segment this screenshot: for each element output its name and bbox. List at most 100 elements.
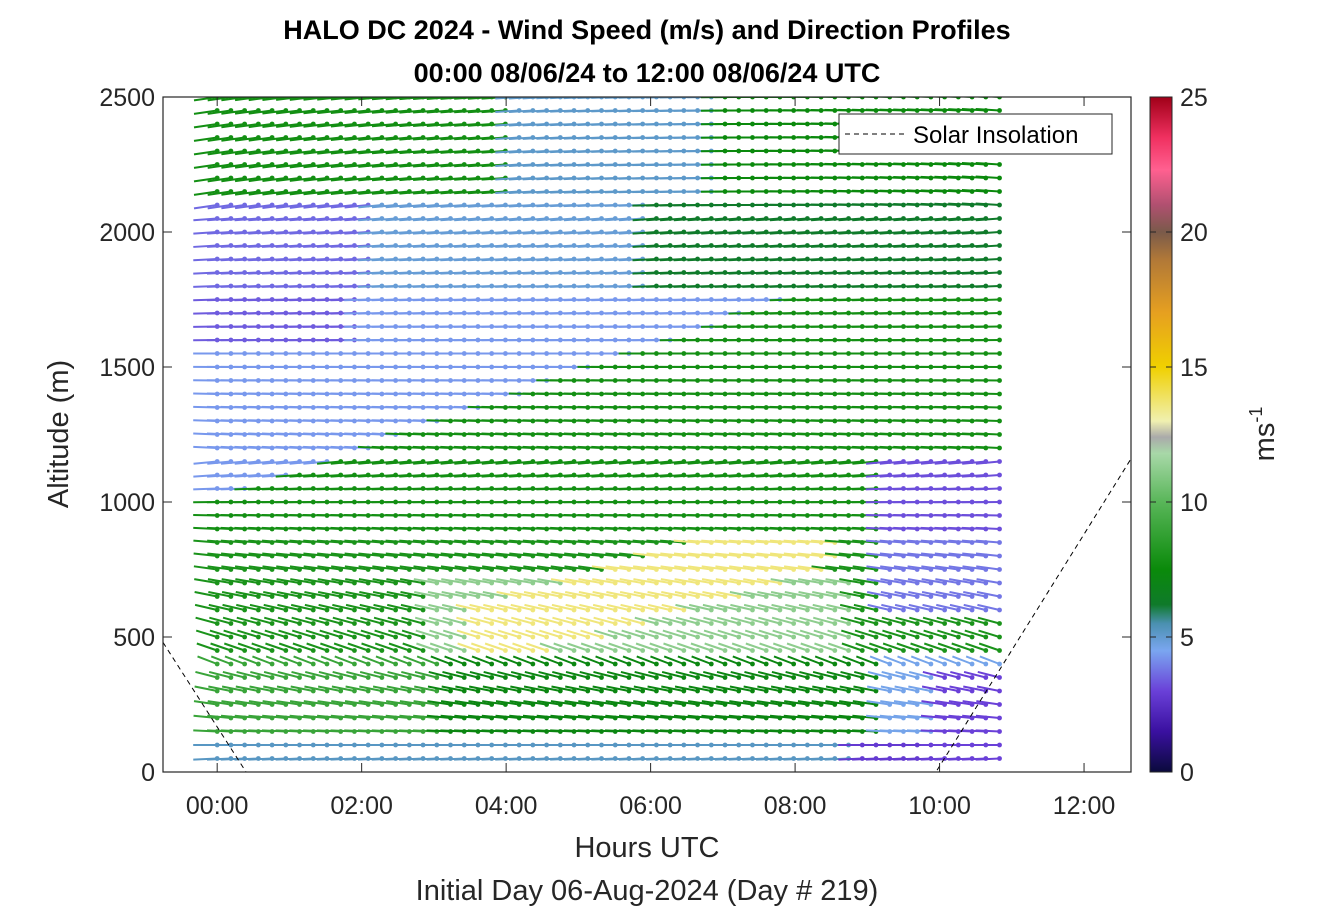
wind-barb-head-24-500 <box>544 634 549 640</box>
wind-barb-head-20-600 <box>489 607 495 613</box>
wind-barb-1-2400 <box>207 123 232 129</box>
wind-barb-8-400 <box>306 655 328 665</box>
wind-barb-head-42-400 <box>791 661 797 667</box>
wind-barb-1-2450 <box>207 109 232 115</box>
wind-barb-head-1-400 <box>228 661 234 667</box>
wind-barb-6-300 <box>276 685 300 692</box>
wind-barb-head-19-350 <box>475 675 481 680</box>
wind-barb-head-1-300 <box>228 688 234 694</box>
wind-barb-7-1150 <box>289 460 314 465</box>
wind-barb-head-49-350 <box>887 675 893 680</box>
wind-barb-head-43-350 <box>804 675 810 680</box>
wind-barb-head-14-550 <box>406 621 412 626</box>
wind-barb-head-16-450 <box>434 648 440 653</box>
wind-barb-head-4-500 <box>269 634 275 640</box>
wind-barb-8-2350 <box>303 136 328 142</box>
wind-barb-4-2400 <box>248 123 273 129</box>
wind-barb-head-30-400 <box>626 661 632 667</box>
wind-barb-head-13-550 <box>393 621 399 626</box>
wind-barb-head-43-450 <box>804 648 810 653</box>
wind-barb-head-35-500 <box>695 634 700 640</box>
wind-barb-3-300 <box>235 685 259 692</box>
wind-barb-head-38-500 <box>736 634 742 640</box>
wind-barb-5-600 <box>263 603 287 611</box>
wind-barb-head-37-500 <box>722 634 728 640</box>
wind-barb-8-2300 <box>303 150 328 155</box>
wind-barb-head-23-350 <box>530 675 536 680</box>
wind-barb-head-41-350 <box>777 675 783 680</box>
wind-barb-3-350 <box>236 670 259 679</box>
wind-barb-head-33-400 <box>667 661 673 667</box>
wind-barb-0-2100 <box>193 204 218 210</box>
wind-barb-head-34-350 <box>681 675 687 680</box>
wind-barb-head-27-350 <box>585 675 591 680</box>
wind-barb-head-25-550 <box>557 621 563 626</box>
wind-barb-9-400 <box>320 655 342 665</box>
wind-barb-head-31-400 <box>640 661 646 667</box>
wind-barb-5-400 <box>265 655 287 665</box>
wind-barb-head-0-550 <box>214 621 220 626</box>
wind-barb-head-9-650 <box>338 594 344 599</box>
wind-barb-head-4-550 <box>269 621 275 626</box>
wind-barb-head-2-500 <box>242 634 248 640</box>
wind-barb-head-20-450 <box>489 648 495 653</box>
wind-barb-head-45-400 <box>832 661 838 667</box>
wind-barb-head-20-500 <box>489 634 495 640</box>
wind-barb-6-2050 <box>275 217 300 222</box>
wind-barb-head-26-600 <box>571 607 577 613</box>
wind-barb-head-17-350 <box>448 675 453 680</box>
wind-barb-2-400 <box>224 655 245 665</box>
wind-barb-8-350 <box>304 670 328 679</box>
wind-barb-head-1-350 <box>228 675 234 680</box>
wind-barb-2-700 <box>221 578 245 584</box>
wind-barb-6-2250 <box>275 163 300 169</box>
wind-barb-5-700 <box>262 578 286 584</box>
wind-barb-head-26-550 <box>571 621 577 626</box>
wind-barb-7-700 <box>290 578 314 584</box>
wind-barb-head-22-350 <box>516 675 522 680</box>
wind-barb-head-42-350 <box>791 675 797 680</box>
wind-barb-head-32-550 <box>653 621 659 626</box>
wind-barb-1-600 <box>208 603 232 611</box>
wind-barb-head-31-550 <box>640 621 646 626</box>
wind-barb-6-400 <box>279 655 300 665</box>
wind-barb-head-3-550 <box>255 621 261 626</box>
wind-barb-head-44-600 <box>818 607 824 613</box>
wind-barb-head-13-350 <box>393 675 399 680</box>
wind-barb-head-6-400 <box>297 661 302 667</box>
wind-barb-2-450 <box>223 642 245 652</box>
wind-barb-head-29-450 <box>612 648 618 653</box>
wind-barb-2-2050 <box>220 217 245 222</box>
wind-barb-head-28-450 <box>599 648 604 653</box>
wind-barb-6-2400 <box>275 123 300 128</box>
wind-barb-head-0-600 <box>214 607 220 613</box>
wind-barb-9-750 <box>317 565 341 571</box>
wind-barb-3-1150 <box>234 460 259 465</box>
wind-barb-head-18-350 <box>461 675 467 680</box>
wind-barb-head-29-350 <box>612 675 618 680</box>
wind-barb-5-850 <box>261 539 286 544</box>
wind-barb-1-2350 <box>207 136 232 142</box>
wind-barb-head-34-600 <box>681 607 687 613</box>
wind-barb-head-34-500 <box>681 634 687 640</box>
wind-barb-head-18-450 <box>461 648 467 653</box>
wind-barb-head-24-400 <box>544 661 549 667</box>
wind-barb-6-2450 <box>275 109 300 115</box>
wind-barb-7-650 <box>290 591 314 598</box>
wind-barb-head-46-600 <box>846 607 851 613</box>
wind-barb-2-250 <box>221 700 245 706</box>
wind-barb-3-2350 <box>234 136 259 142</box>
wind-barb-6-700 <box>276 578 300 584</box>
wind-barb-head-43-550 <box>804 621 810 626</box>
wind-barb-8-250 <box>303 700 328 706</box>
wind-barb-7-300 <box>290 685 314 692</box>
wind-barb-head-17-500 <box>448 634 453 640</box>
wind-barb-6-850 <box>275 539 300 544</box>
wind-barb-2-200 <box>220 714 245 719</box>
wind-barb-head-2-650 <box>242 594 248 599</box>
wind-barb-2-2400 <box>221 123 245 129</box>
wind-barb-head-6-600 <box>297 607 302 613</box>
wind-barb-head-17-450 <box>448 648 453 653</box>
wind-barb-2-2350 <box>221 136 245 142</box>
wind-barb-8-2100 <box>303 204 328 209</box>
